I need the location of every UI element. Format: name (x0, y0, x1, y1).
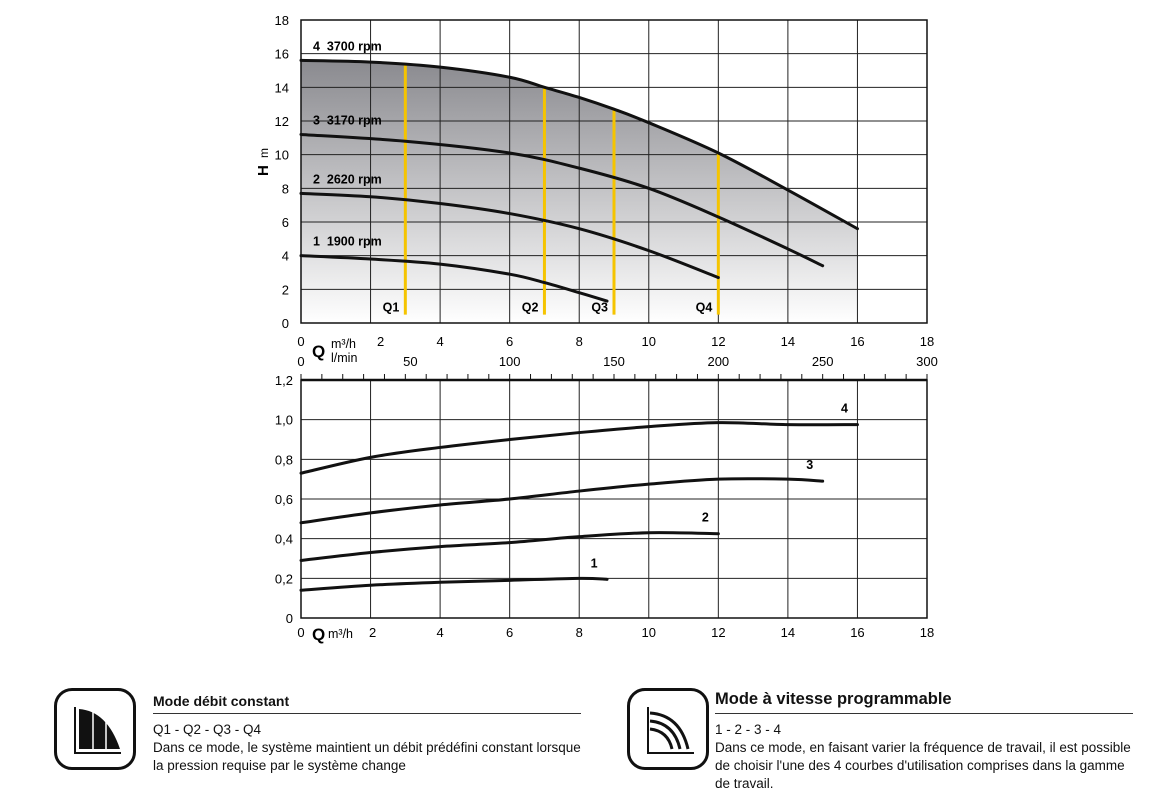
power-curve-label: 1 (591, 556, 598, 570)
y-tick-label: 0 (282, 316, 289, 331)
y-tick-label: 16 (275, 47, 289, 62)
mode-title: Mode débit constant (153, 693, 290, 709)
y-tick-label: 1,2 (275, 373, 293, 388)
mode-description: Dans ce mode, en faisant varier la fréqu… (715, 740, 1131, 791)
x-tick-label: 12 (711, 334, 725, 349)
x-tick-label: 8 (576, 625, 583, 640)
divider (715, 713, 1133, 714)
programmable-speed-icon (627, 688, 709, 770)
x-tick-label: 0 (297, 334, 304, 349)
mode-title: Mode à vitesse programmable (715, 690, 952, 708)
x-tick-label: 14 (781, 625, 795, 640)
x-tick-label: 16 (850, 625, 864, 640)
x-tick-label: 2 (377, 334, 384, 349)
mode-options: 1 - 2 - 3 - 4 (715, 722, 782, 737)
power-curve-2 (299, 531, 720, 562)
x-axis-unit: m³/h (331, 337, 356, 351)
y-tick-label: 8 (282, 181, 289, 196)
x-tick-label: 16 (850, 334, 864, 349)
x-tick-label: 6 (506, 625, 513, 640)
curve-speed-2 (299, 191, 720, 280)
x-tick-label: 10 (642, 625, 656, 640)
mode-description: Dans ce mode, le système maintient un dé… (153, 740, 581, 773)
y-tick-label: 6 (282, 215, 289, 230)
power-curve-3 (299, 477, 825, 525)
curve-label: 3 3170 rpm (313, 113, 382, 127)
curve-label: 4 3700 rpm (313, 39, 382, 53)
x-tick-label: 14 (781, 334, 795, 349)
x2-axis-unit: l/min (331, 351, 357, 365)
power-curve-label: 2 (702, 511, 709, 525)
divider (153, 713, 581, 714)
x2-tick-label: 0 (297, 354, 304, 369)
x2-tick-label: 50 (403, 354, 417, 369)
flow-line-label: Q4 (696, 301, 713, 315)
y-tick-label: 0 (286, 611, 293, 626)
plot-frame (300, 19, 928, 324)
plot-frame (300, 379, 928, 619)
x-tick-label: 8 (576, 334, 583, 349)
x-axis-label: Q (312, 342, 325, 361)
x2-tick-label: 100 (499, 354, 521, 369)
power-curve-4 (299, 421, 859, 475)
y-tick-label: 14 (275, 80, 289, 95)
y-axis-unit: m (257, 148, 271, 158)
curve-speed-4 (299, 58, 859, 231)
x-axis-unit: m³/h (328, 627, 353, 641)
power-curve-label: 3 (806, 458, 813, 472)
head-flow-chart: 0 2 4 6 8 10 12 14 16 18 0 2 4 6 8 10 12 14 16 18 0 50 100 150 2… (255, 13, 938, 369)
x2-tick-label: 300 (916, 354, 938, 369)
y-axis-label: H (255, 165, 272, 176)
x-tick-label: 6 (506, 334, 513, 349)
x-tick-label: 18 (920, 625, 934, 640)
curve-speed-3 (299, 132, 825, 268)
x-tick-label: 18 (920, 334, 934, 349)
y-tick-label: 0,6 (275, 492, 293, 507)
flow-line-label: Q1 (383, 301, 400, 315)
y-tick-label: 2 (282, 282, 289, 297)
flow-line-label: Q3 (591, 301, 608, 315)
x-tick-label: 4 (436, 625, 443, 640)
y-tick-label: 0,4 (275, 532, 293, 547)
y-tick-label: 1,0 (275, 413, 293, 428)
flow-line-label: Q2 (522, 301, 539, 315)
y-tick-label: 0,8 (275, 452, 293, 467)
x-axis-label: Q (312, 625, 325, 644)
mode-options: Q1 - Q2 - Q3 - Q4 (153, 722, 262, 737)
y-tick-label: 12 (275, 114, 289, 129)
curve-speed-1 (299, 254, 609, 303)
y-tick-label: 4 (282, 249, 289, 264)
power-curve-label: 4 (841, 402, 848, 416)
curve-label: 2 2620 rpm (313, 172, 382, 186)
x-tick-label: 10 (642, 334, 656, 349)
x-tick-label: 2 (369, 625, 376, 640)
y-tick-label: 18 (275, 13, 289, 28)
x2-tick-label: 150 (603, 354, 625, 369)
x-tick-label: 4 (436, 334, 443, 349)
constant-flow-icon (54, 688, 136, 770)
x2-tick-label: 250 (812, 354, 834, 369)
x-tick-label: 12 (711, 625, 725, 640)
x-tick-label: 0 (297, 625, 304, 640)
y-tick-label: 0,2 (275, 571, 293, 586)
curve-label: 1 1900 rpm (313, 235, 382, 249)
y-tick-label: 10 (275, 148, 289, 163)
power-curve-1 (299, 576, 609, 592)
x2-tick-label: 200 (707, 354, 729, 369)
